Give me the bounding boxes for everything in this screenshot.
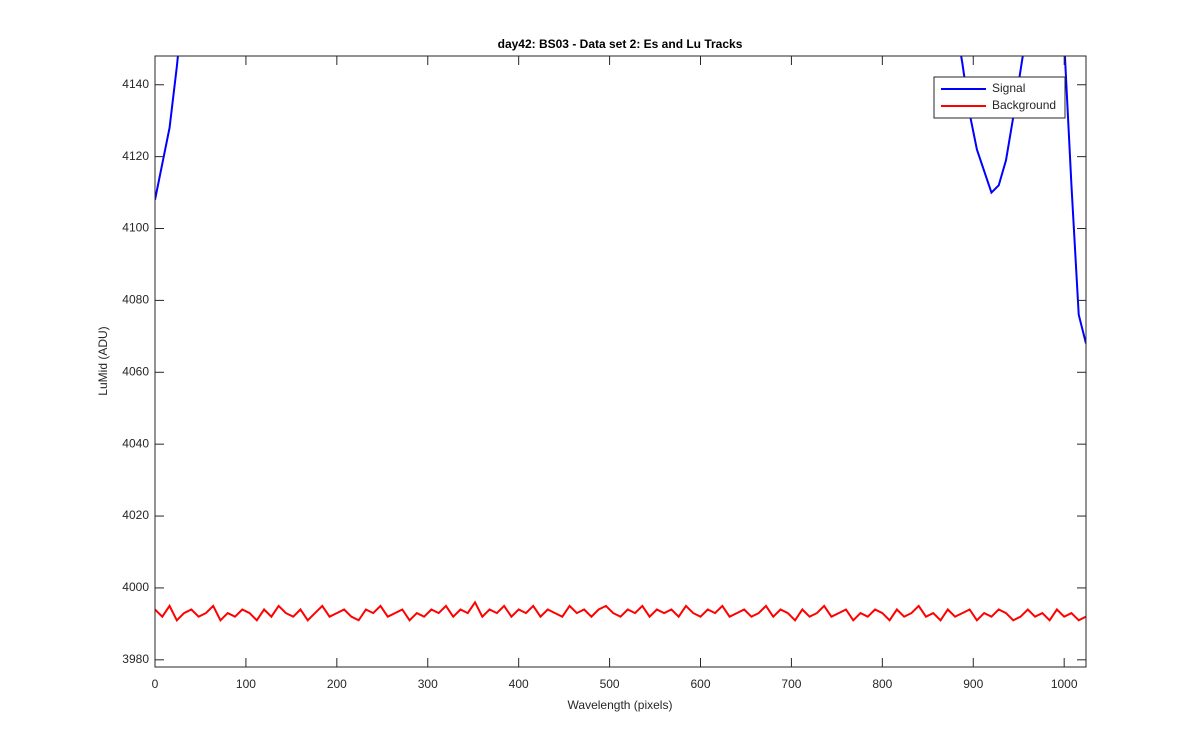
x-tick-label: 500 xyxy=(600,677,620,691)
legend-label: Signal xyxy=(992,81,1025,95)
x-tick-label: 600 xyxy=(690,677,710,691)
plot-area xyxy=(155,56,1086,622)
x-tick-label: 200 xyxy=(327,677,347,691)
x-tick-label: 300 xyxy=(418,677,438,691)
y-tick-label: 4000 xyxy=(122,580,149,594)
axes-box xyxy=(154,55,1087,668)
x-tick-label: 100 xyxy=(236,677,256,691)
y-tick-label: 4020 xyxy=(122,508,149,522)
legend-box xyxy=(933,76,1066,119)
x-tick-label: 1000 xyxy=(1051,677,1078,691)
y-tick-label: 4100 xyxy=(122,221,149,235)
y-tick-label: 4120 xyxy=(122,149,149,163)
y-tick-label: 4140 xyxy=(122,77,149,91)
x-tick-label: 800 xyxy=(872,677,892,691)
series-line xyxy=(155,600,1086,622)
y-tick-label: 4040 xyxy=(122,436,149,450)
x-tick-label: 400 xyxy=(509,677,529,691)
chart-title: day42: BS03 - Data set 2: Es and Lu Trac… xyxy=(498,37,743,51)
x-tick-label: 900 xyxy=(963,677,983,691)
y-tick-label: 3980 xyxy=(122,652,149,666)
x-tick-label: 0 xyxy=(152,677,159,691)
x-axis-label: Wavelength (pixels) xyxy=(568,698,673,712)
x-tick-label: 700 xyxy=(781,677,801,691)
y-tick-label: 4060 xyxy=(122,364,149,378)
series-line xyxy=(155,56,1086,344)
y-tick-label: 4080 xyxy=(122,293,149,307)
y-axis-label: LuMid (ADU) xyxy=(96,326,110,395)
legend-label: Background xyxy=(992,98,1056,112)
